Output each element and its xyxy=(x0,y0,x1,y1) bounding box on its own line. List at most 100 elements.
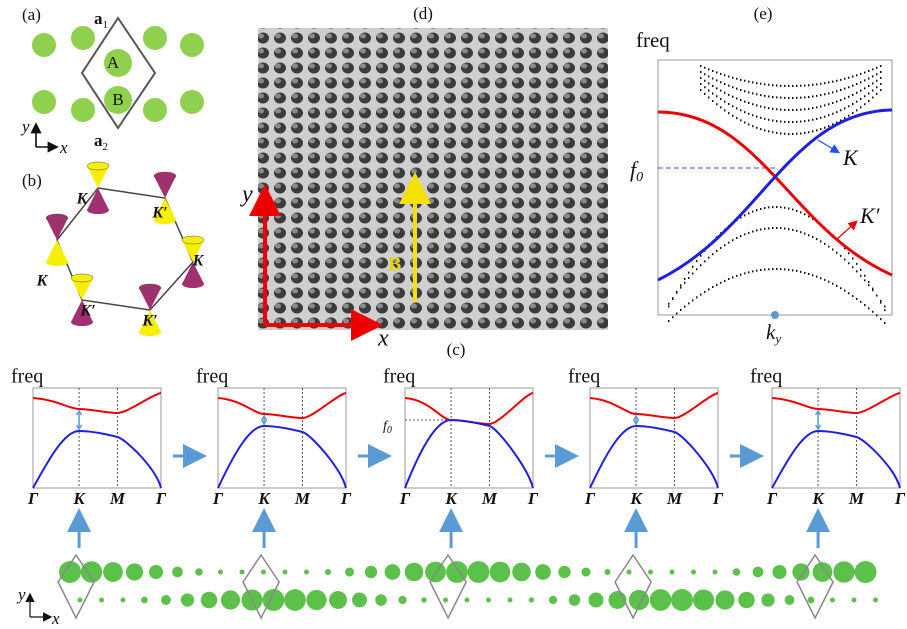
cone-top xyxy=(46,214,68,222)
band-blue xyxy=(33,431,161,488)
cone-top xyxy=(71,274,93,282)
x-tick-label: M xyxy=(666,489,683,508)
rod xyxy=(715,590,734,609)
rod xyxy=(761,593,774,606)
rod xyxy=(283,570,288,575)
rod xyxy=(385,564,401,580)
sub: 0 xyxy=(636,170,643,185)
rod xyxy=(589,593,604,608)
rod xyxy=(855,561,877,583)
rod xyxy=(733,568,740,575)
rod xyxy=(71,26,95,50)
band-red xyxy=(772,393,900,413)
rod xyxy=(304,570,309,575)
cone-top xyxy=(154,172,176,180)
rod xyxy=(180,90,204,114)
x-tick-label: Γ xyxy=(712,489,724,508)
bulk-band xyxy=(700,78,882,110)
curve-label: K xyxy=(842,145,859,170)
rod xyxy=(691,570,696,575)
x-tick-label: M xyxy=(481,489,498,508)
x-tick-label: M xyxy=(848,489,865,508)
rod xyxy=(852,598,857,603)
valley-label: K′ xyxy=(79,303,95,320)
rod xyxy=(465,598,470,603)
rod xyxy=(398,596,406,604)
page: {"panel_a": {"label": "(a)", "a1": {"bas… xyxy=(0,0,907,629)
rod xyxy=(512,563,531,582)
rod xyxy=(143,98,167,122)
sub: 2 xyxy=(103,141,109,153)
x-tick-label: K xyxy=(444,489,458,508)
rod xyxy=(549,596,557,604)
rod xyxy=(32,33,56,57)
rod xyxy=(201,592,218,609)
x-tick-label: M xyxy=(109,489,126,508)
x-tick-label: M xyxy=(294,489,311,508)
axis-label: y xyxy=(240,182,253,208)
curve-label: K′ xyxy=(859,203,881,228)
x-tick-label: Γ xyxy=(399,489,411,508)
rod xyxy=(221,590,240,609)
bands xyxy=(668,66,886,323)
cones: KK′KK′KK′ xyxy=(36,162,205,336)
rod xyxy=(421,597,426,602)
x-tick-label: K xyxy=(257,489,271,508)
site-label: B xyxy=(112,90,123,109)
cone-bottom xyxy=(182,280,204,288)
frame xyxy=(658,60,892,315)
f0-label: f0 xyxy=(383,419,392,436)
pointer xyxy=(836,222,856,240)
rod xyxy=(161,595,171,605)
x-tick-label: Γ xyxy=(894,489,906,508)
gap-arrow xyxy=(634,416,639,424)
valley-label: K xyxy=(192,253,205,270)
panel-label: (e) xyxy=(754,4,773,23)
figure: (a) A B a1 a2 y x (b) KK′KK′KK′ (d) y x … xyxy=(0,0,907,629)
rod xyxy=(569,594,581,606)
axis-label: freq xyxy=(636,28,670,52)
gap-arrow xyxy=(262,416,267,424)
rod xyxy=(99,598,104,603)
field-label: B xyxy=(388,254,401,276)
rod xyxy=(32,90,56,114)
ky-marker xyxy=(771,311,779,319)
cone-top xyxy=(87,162,109,170)
photo xyxy=(258,28,608,330)
rod xyxy=(785,595,795,605)
rod xyxy=(529,597,534,602)
rod xyxy=(648,570,653,575)
x-tick-label: Γ xyxy=(27,489,39,508)
axis-label: freq xyxy=(11,366,43,388)
pointer xyxy=(818,140,838,152)
rod xyxy=(425,562,446,583)
cone-top xyxy=(139,284,161,292)
gap-arrow xyxy=(816,411,821,429)
valley-label: K′ xyxy=(141,313,157,330)
x-tick-label: Γ xyxy=(527,489,539,508)
band-red xyxy=(218,393,346,418)
x-tick-label: Γ xyxy=(340,489,352,508)
rod xyxy=(218,570,223,575)
cone-top xyxy=(182,236,204,244)
rod xyxy=(78,598,83,603)
x-tick-label: K xyxy=(72,489,86,508)
axis-label: x xyxy=(377,326,389,352)
rod xyxy=(581,567,590,576)
rod xyxy=(325,569,331,575)
rod xyxy=(352,593,367,608)
axis-label: freq xyxy=(750,366,782,388)
rod xyxy=(375,594,387,606)
rod xyxy=(195,568,202,575)
axis-label: freq xyxy=(568,366,600,388)
band-red xyxy=(33,393,161,413)
axis-label: y xyxy=(20,117,30,136)
rod xyxy=(486,598,491,603)
cone-bottom xyxy=(87,206,109,214)
rod xyxy=(261,570,266,575)
band-red xyxy=(590,393,718,418)
valley-label: K xyxy=(36,273,49,290)
gap-arrow xyxy=(77,411,82,429)
rod xyxy=(180,33,204,57)
panel-label: (d) xyxy=(413,4,433,23)
